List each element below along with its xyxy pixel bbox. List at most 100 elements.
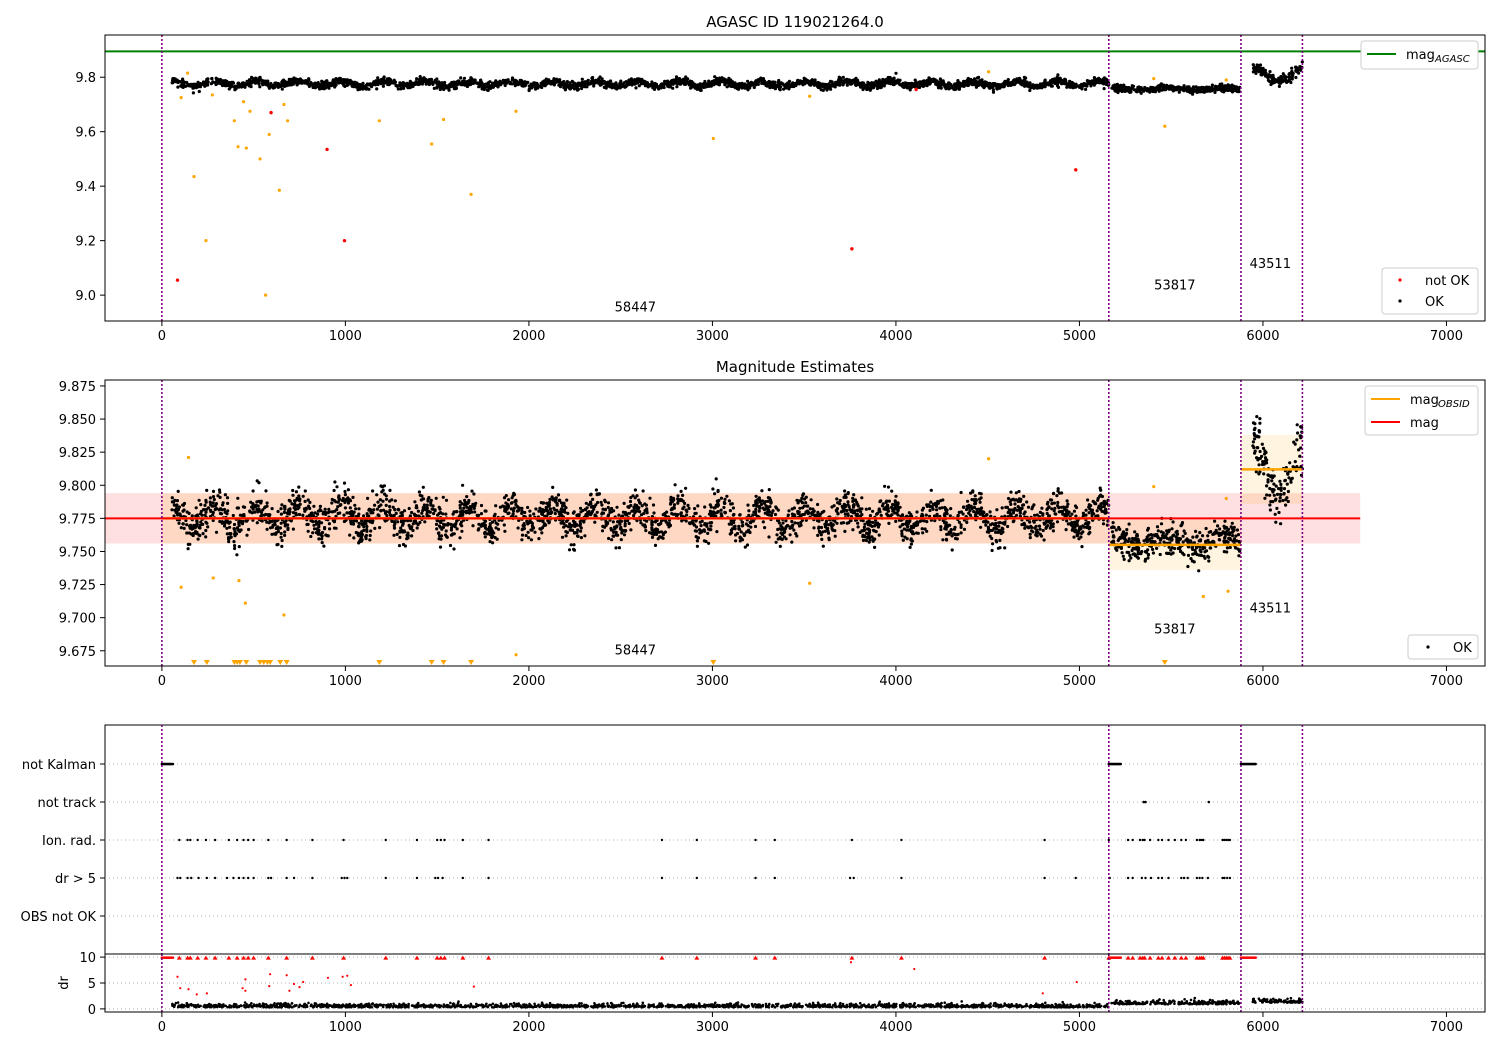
ok-point <box>291 527 295 531</box>
ok-point <box>301 513 305 517</box>
ok-point <box>1294 65 1298 69</box>
ok-point <box>720 76 724 80</box>
ok-point <box>250 75 254 79</box>
ok-point <box>307 77 311 81</box>
ok-point <box>406 533 410 538</box>
ok-point <box>654 83 658 88</box>
ok-point <box>1080 545 1084 549</box>
ok-point <box>233 546 237 551</box>
ok-point <box>1033 513 1037 517</box>
ok-point <box>685 513 689 517</box>
ok-point <box>896 78 900 82</box>
ok-point <box>289 80 293 84</box>
ok-point <box>709 83 713 87</box>
ok-point <box>233 88 237 92</box>
ok-point <box>641 81 645 86</box>
ok-point <box>719 496 724 500</box>
ok-point <box>320 541 324 545</box>
ok-point <box>291 488 295 493</box>
ok-point <box>226 501 230 505</box>
ok-point <box>381 499 385 503</box>
ok-point <box>674 75 679 79</box>
ok-point <box>362 514 366 518</box>
ok-point <box>1130 86 1134 91</box>
ok-point <box>524 533 528 538</box>
suspect-point <box>192 175 196 179</box>
ok-point <box>1075 506 1079 510</box>
ok-point <box>673 483 677 487</box>
ok-point <box>320 537 324 541</box>
ok-point <box>612 509 616 513</box>
ok-point <box>670 78 674 83</box>
ok-point <box>714 477 718 481</box>
ok-point <box>280 87 284 91</box>
ok-point <box>1290 77 1294 81</box>
ok-point <box>751 82 755 86</box>
ok-point <box>445 535 449 539</box>
ok-point <box>289 519 293 523</box>
ok-point <box>580 81 584 85</box>
ok-point <box>178 79 182 84</box>
ok-point <box>384 503 388 507</box>
ok-point <box>1035 513 1039 517</box>
ok-point <box>787 509 791 513</box>
ok-point <box>513 82 517 86</box>
ok-point <box>949 507 953 511</box>
ok-point <box>1198 90 1202 94</box>
ok-point <box>579 526 583 530</box>
ok-point <box>380 490 384 494</box>
ok-point <box>1269 75 1273 79</box>
ok-point <box>671 512 676 516</box>
ok-point <box>782 87 786 91</box>
ok-point <box>381 84 385 88</box>
ok-point <box>617 546 622 550</box>
ok-point <box>963 82 968 86</box>
ok-point <box>391 505 395 509</box>
ok-point <box>740 81 744 85</box>
ok-point <box>657 85 661 89</box>
suspect-point <box>808 94 812 98</box>
ok-point <box>684 78 688 82</box>
ok-point <box>1056 73 1060 77</box>
ok-point <box>1097 78 1101 82</box>
ok-point <box>359 85 363 89</box>
ok-point <box>460 81 464 85</box>
ok-point <box>236 496 240 500</box>
ok-point <box>599 80 603 84</box>
ok-point <box>659 82 663 86</box>
ok-point <box>532 81 537 85</box>
ok-point <box>898 82 902 86</box>
ok-point <box>237 545 241 549</box>
ok-point <box>710 79 714 84</box>
ok-point <box>950 84 954 88</box>
ok-point <box>388 488 392 492</box>
ok-point <box>775 533 779 537</box>
ok-point <box>977 75 981 79</box>
ok-point <box>473 510 477 514</box>
ok-point <box>886 75 890 80</box>
ok-point <box>225 496 230 500</box>
ok-point <box>447 87 451 91</box>
ok-point <box>364 533 368 538</box>
ok-legend-marker <box>1398 299 1402 303</box>
ok-point <box>653 543 658 548</box>
ok-point <box>974 83 979 87</box>
ok-point <box>276 82 280 86</box>
ok-point <box>208 496 212 500</box>
suspect-point <box>377 119 381 123</box>
ok-point <box>641 489 645 493</box>
ok-point <box>1069 82 1073 86</box>
ok-point <box>194 506 198 510</box>
ok-point <box>396 520 400 524</box>
ok-point <box>728 82 732 86</box>
ok-point <box>1089 81 1093 85</box>
ok-point <box>172 500 176 504</box>
ok-point <box>1270 81 1275 85</box>
ok-point <box>723 497 727 501</box>
ok-point <box>553 511 557 516</box>
ok-point <box>746 79 750 83</box>
ok-point <box>534 507 538 511</box>
ok-point <box>1268 79 1272 84</box>
ok-point <box>599 500 603 504</box>
ok-point <box>711 487 715 491</box>
